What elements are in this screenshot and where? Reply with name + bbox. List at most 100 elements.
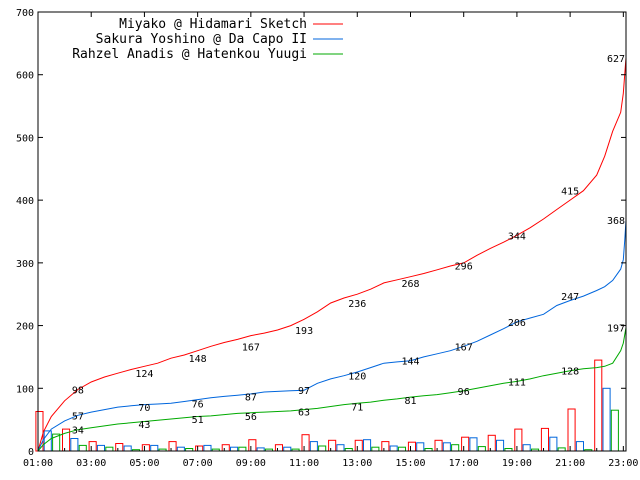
- histogram-bar: [309, 441, 318, 452]
- histogram-bar: [397, 446, 406, 452]
- histogram-bar: [203, 444, 212, 452]
- histogram-bar: [389, 445, 398, 452]
- histogram-bar: [363, 439, 372, 452]
- histogram-bar: [567, 408, 576, 452]
- data-label: 120: [348, 372, 366, 383]
- histogram-bar: [150, 444, 159, 452]
- series-line: [37, 327, 627, 452]
- histogram-bar: [549, 436, 558, 452]
- x-tick-label: 11:00: [289, 458, 319, 469]
- histogram-bar: [442, 442, 451, 452]
- x-tick-label: 13:00: [342, 458, 372, 469]
- legend-entry-label: Rahzel Anadis @ Hatenkou Yuugi: [72, 47, 307, 62]
- data-label: 51: [192, 415, 204, 426]
- y-tick-label: 600: [16, 71, 34, 82]
- x-tick-label: 09:00: [236, 458, 266, 469]
- histogram-bars: [35, 359, 619, 452]
- x-tick-label: 05:00: [129, 458, 159, 469]
- data-label: 56: [245, 412, 257, 423]
- histogram-bar: [602, 387, 611, 452]
- histogram-bar: [336, 444, 345, 452]
- data-label: 344: [508, 231, 526, 242]
- data-label: 63: [298, 407, 310, 418]
- histogram-bar: [354, 439, 363, 452]
- data-label: 236: [348, 299, 366, 310]
- data-label: 167: [242, 342, 260, 353]
- y-tick-label: 500: [16, 133, 34, 144]
- histogram-bar: [407, 441, 416, 452]
- data-labels: 98 124 148 167 193 236 268 296 344 415 627 57 70 76 87…: [72, 54, 625, 437]
- x-tick-label: 01:00: [23, 458, 53, 469]
- legend-entry-label: Sakura Yoshino @ Da Capo II: [96, 32, 307, 47]
- y-tick-label: 300: [16, 259, 34, 270]
- data-label: 111: [508, 377, 526, 388]
- x-tick-label: 07:00: [183, 458, 213, 469]
- histogram-bar: [168, 441, 177, 452]
- data-label: 197: [607, 323, 625, 334]
- histogram-bar: [328, 439, 337, 452]
- histogram-bar: [416, 442, 425, 452]
- histogram-bar: [301, 434, 310, 452]
- data-label: 97: [298, 386, 310, 397]
- data-label: 144: [401, 357, 419, 368]
- data-label: 206: [508, 318, 526, 329]
- data-label: 128: [561, 367, 579, 378]
- data-label: 148: [189, 354, 207, 365]
- data-label: 96: [458, 387, 470, 398]
- data-label: 43: [138, 420, 150, 431]
- series-line: [37, 220, 627, 452]
- y-tick-label: 700: [16, 8, 34, 19]
- data-label: 167: [455, 342, 473, 353]
- histogram-bar: [451, 444, 460, 452]
- data-label: 368: [607, 216, 625, 227]
- histogram-bar: [514, 428, 523, 452]
- x-tick-label: 17:00: [449, 458, 479, 469]
- histogram-bar: [141, 444, 150, 452]
- series-lines: [37, 57, 627, 452]
- histogram-bar: [230, 446, 239, 452]
- histogram-bar: [381, 441, 390, 452]
- histogram-bar: [610, 409, 619, 452]
- y-tick-label: 200: [16, 322, 34, 333]
- x-tick-label: 15:00: [395, 458, 425, 469]
- data-label: 268: [401, 279, 419, 290]
- histogram-bar: [78, 444, 87, 452]
- histogram-bar: [96, 444, 106, 452]
- histogram-bar: [248, 439, 257, 452]
- y-tick-label: 100: [16, 384, 34, 395]
- histogram-bar: [283, 446, 292, 452]
- histogram-bar: [434, 439, 443, 452]
- data-label: 57: [72, 411, 84, 422]
- x-tick-label: 21:00: [555, 458, 585, 469]
- histogram-bar: [88, 441, 97, 452]
- histogram-bar: [70, 438, 79, 452]
- data-label: 81: [404, 396, 416, 407]
- data-label: 71: [351, 402, 363, 413]
- histogram-bar: [221, 444, 230, 452]
- data-label: 87: [245, 392, 257, 403]
- series-line: [37, 57, 627, 452]
- data-label: 247: [561, 292, 579, 303]
- data-label: 98: [72, 386, 84, 397]
- data-label: 193: [295, 326, 313, 337]
- histogram-bar: [105, 446, 114, 452]
- histogram-bar: [115, 443, 124, 452]
- histogram-bar: [477, 446, 486, 452]
- histogram-bar: [195, 445, 204, 452]
- histogram-bar: [123, 445, 132, 452]
- histogram-bar: [238, 446, 247, 452]
- axis-ticks: 0 100 200 300 400 500 600 700 01:00 03:00 05:00 07:…: [16, 8, 638, 469]
- data-label: 70: [138, 403, 150, 414]
- histogram-bar: [371, 446, 380, 452]
- x-tick-label: 19:00: [502, 458, 532, 469]
- data-label: 34: [72, 426, 84, 437]
- histogram-bar: [575, 441, 585, 452]
- y-tick-label: 0: [28, 447, 34, 458]
- histogram-bar: [496, 439, 505, 452]
- data-label: 296: [455, 261, 473, 272]
- histogram-bar: [274, 444, 283, 452]
- x-tick-label: 03:00: [76, 458, 106, 469]
- histogram-bar: [540, 427, 550, 452]
